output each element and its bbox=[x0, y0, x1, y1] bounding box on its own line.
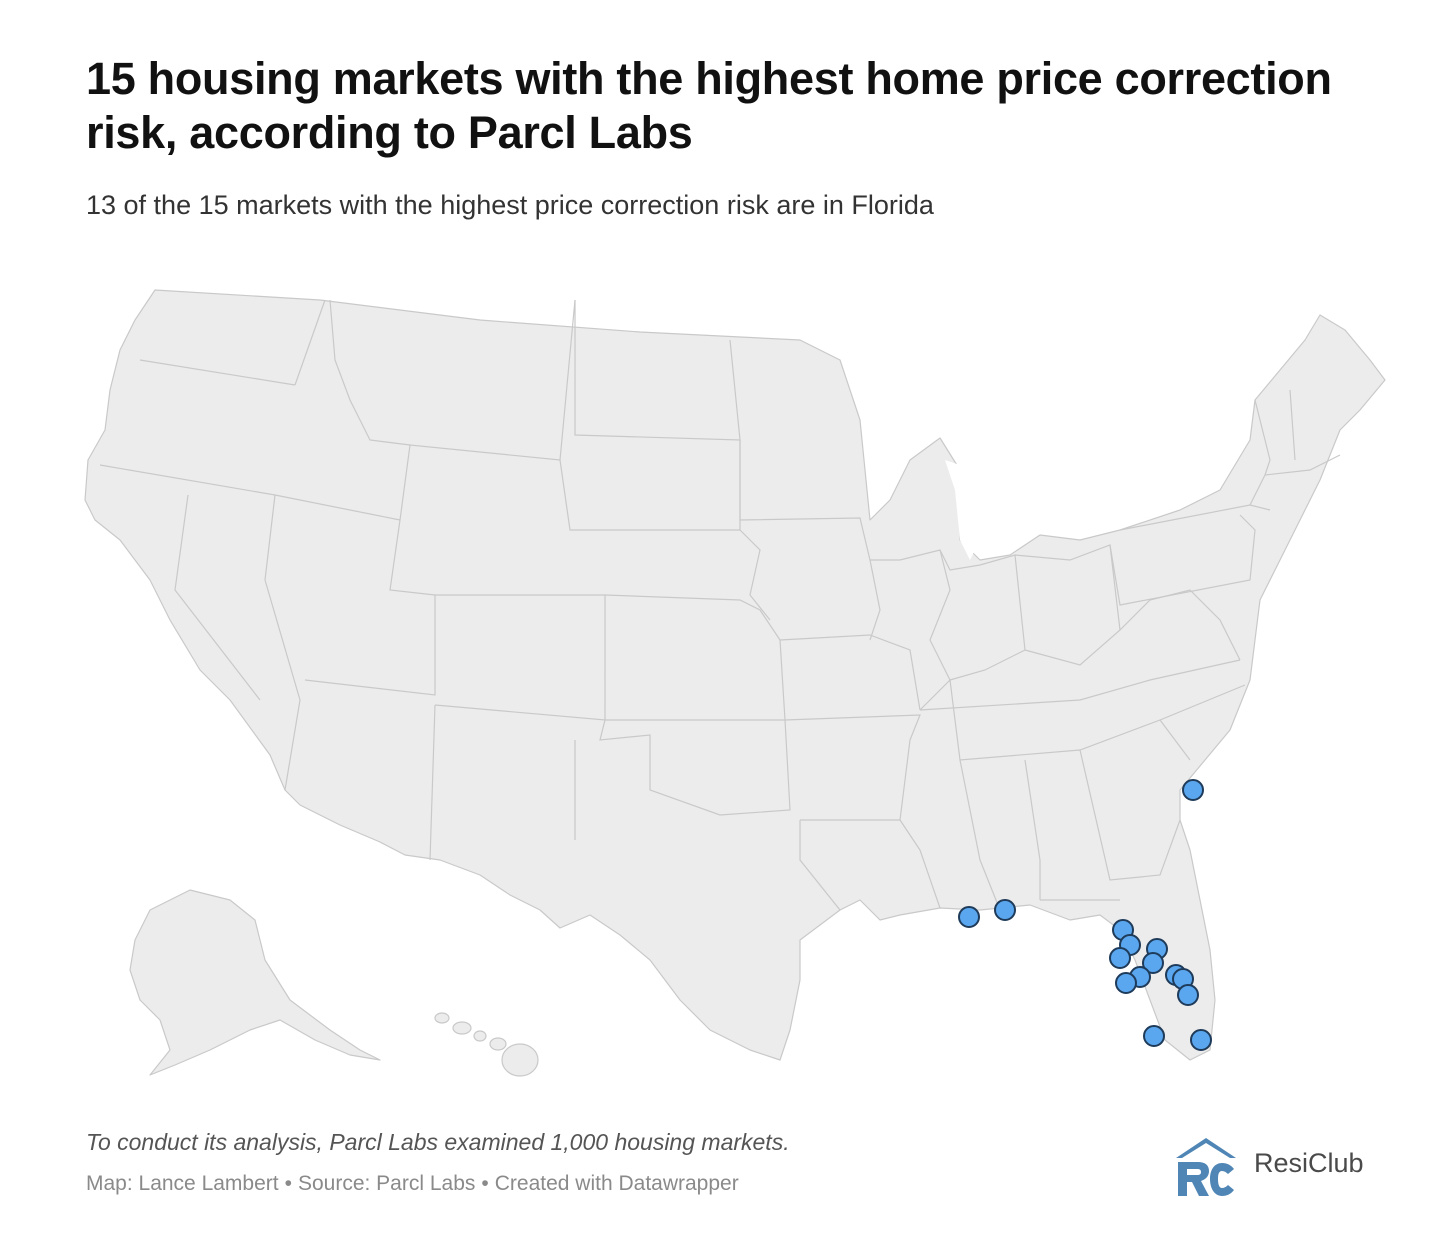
marker-pensacola bbox=[958, 906, 980, 928]
marker-wilmington-nc bbox=[1182, 779, 1204, 801]
lake-michigan bbox=[945, 460, 980, 560]
credits: Map: Lance Lambert • Source: Parcl Labs • Cr… bbox=[86, 1172, 739, 1196]
chart-subtitle: 13 of the 15 markets with the highest pr… bbox=[86, 190, 934, 220]
resiclub-house-icon bbox=[1176, 1138, 1236, 1196]
alaska bbox=[129, 889, 381, 1076]
credit-tool: Created with Datawrapper bbox=[494, 1172, 739, 1195]
resiclub-logo-text: ResiClub bbox=[1254, 1148, 1364, 1178]
state-borders bbox=[99, 299, 1341, 911]
credit-separator: • bbox=[284, 1172, 292, 1195]
marker-fl-5 bbox=[1142, 952, 1164, 974]
credit-source: Source: Parcl Labs bbox=[297, 1172, 476, 1195]
credit-separator: • bbox=[481, 1172, 489, 1195]
credit-map: Map: Lance Lambert bbox=[86, 1172, 279, 1195]
chart-title: 15 housing markets with the highest home… bbox=[86, 53, 1332, 158]
marker-fl-10 bbox=[1177, 984, 1199, 1006]
marker-fl-11 bbox=[1143, 1025, 1165, 1047]
marker-fl-7 bbox=[1115, 972, 1137, 994]
resiclub-logo: ResiClub bbox=[1172, 1134, 1392, 1198]
marker-panama-city bbox=[994, 899, 1016, 921]
hawaii bbox=[434, 1012, 539, 1077]
us-map bbox=[84, 289, 1386, 1077]
land bbox=[84, 289, 1386, 1077]
marker-fl-12 bbox=[1190, 1029, 1212, 1051]
contiguous-us bbox=[84, 289, 1386, 1061]
marker-fl-3 bbox=[1109, 947, 1131, 969]
market-markers bbox=[958, 779, 1212, 1051]
analysis-note: To conduct its analysis, Parcl Labs exam… bbox=[86, 1129, 790, 1155]
